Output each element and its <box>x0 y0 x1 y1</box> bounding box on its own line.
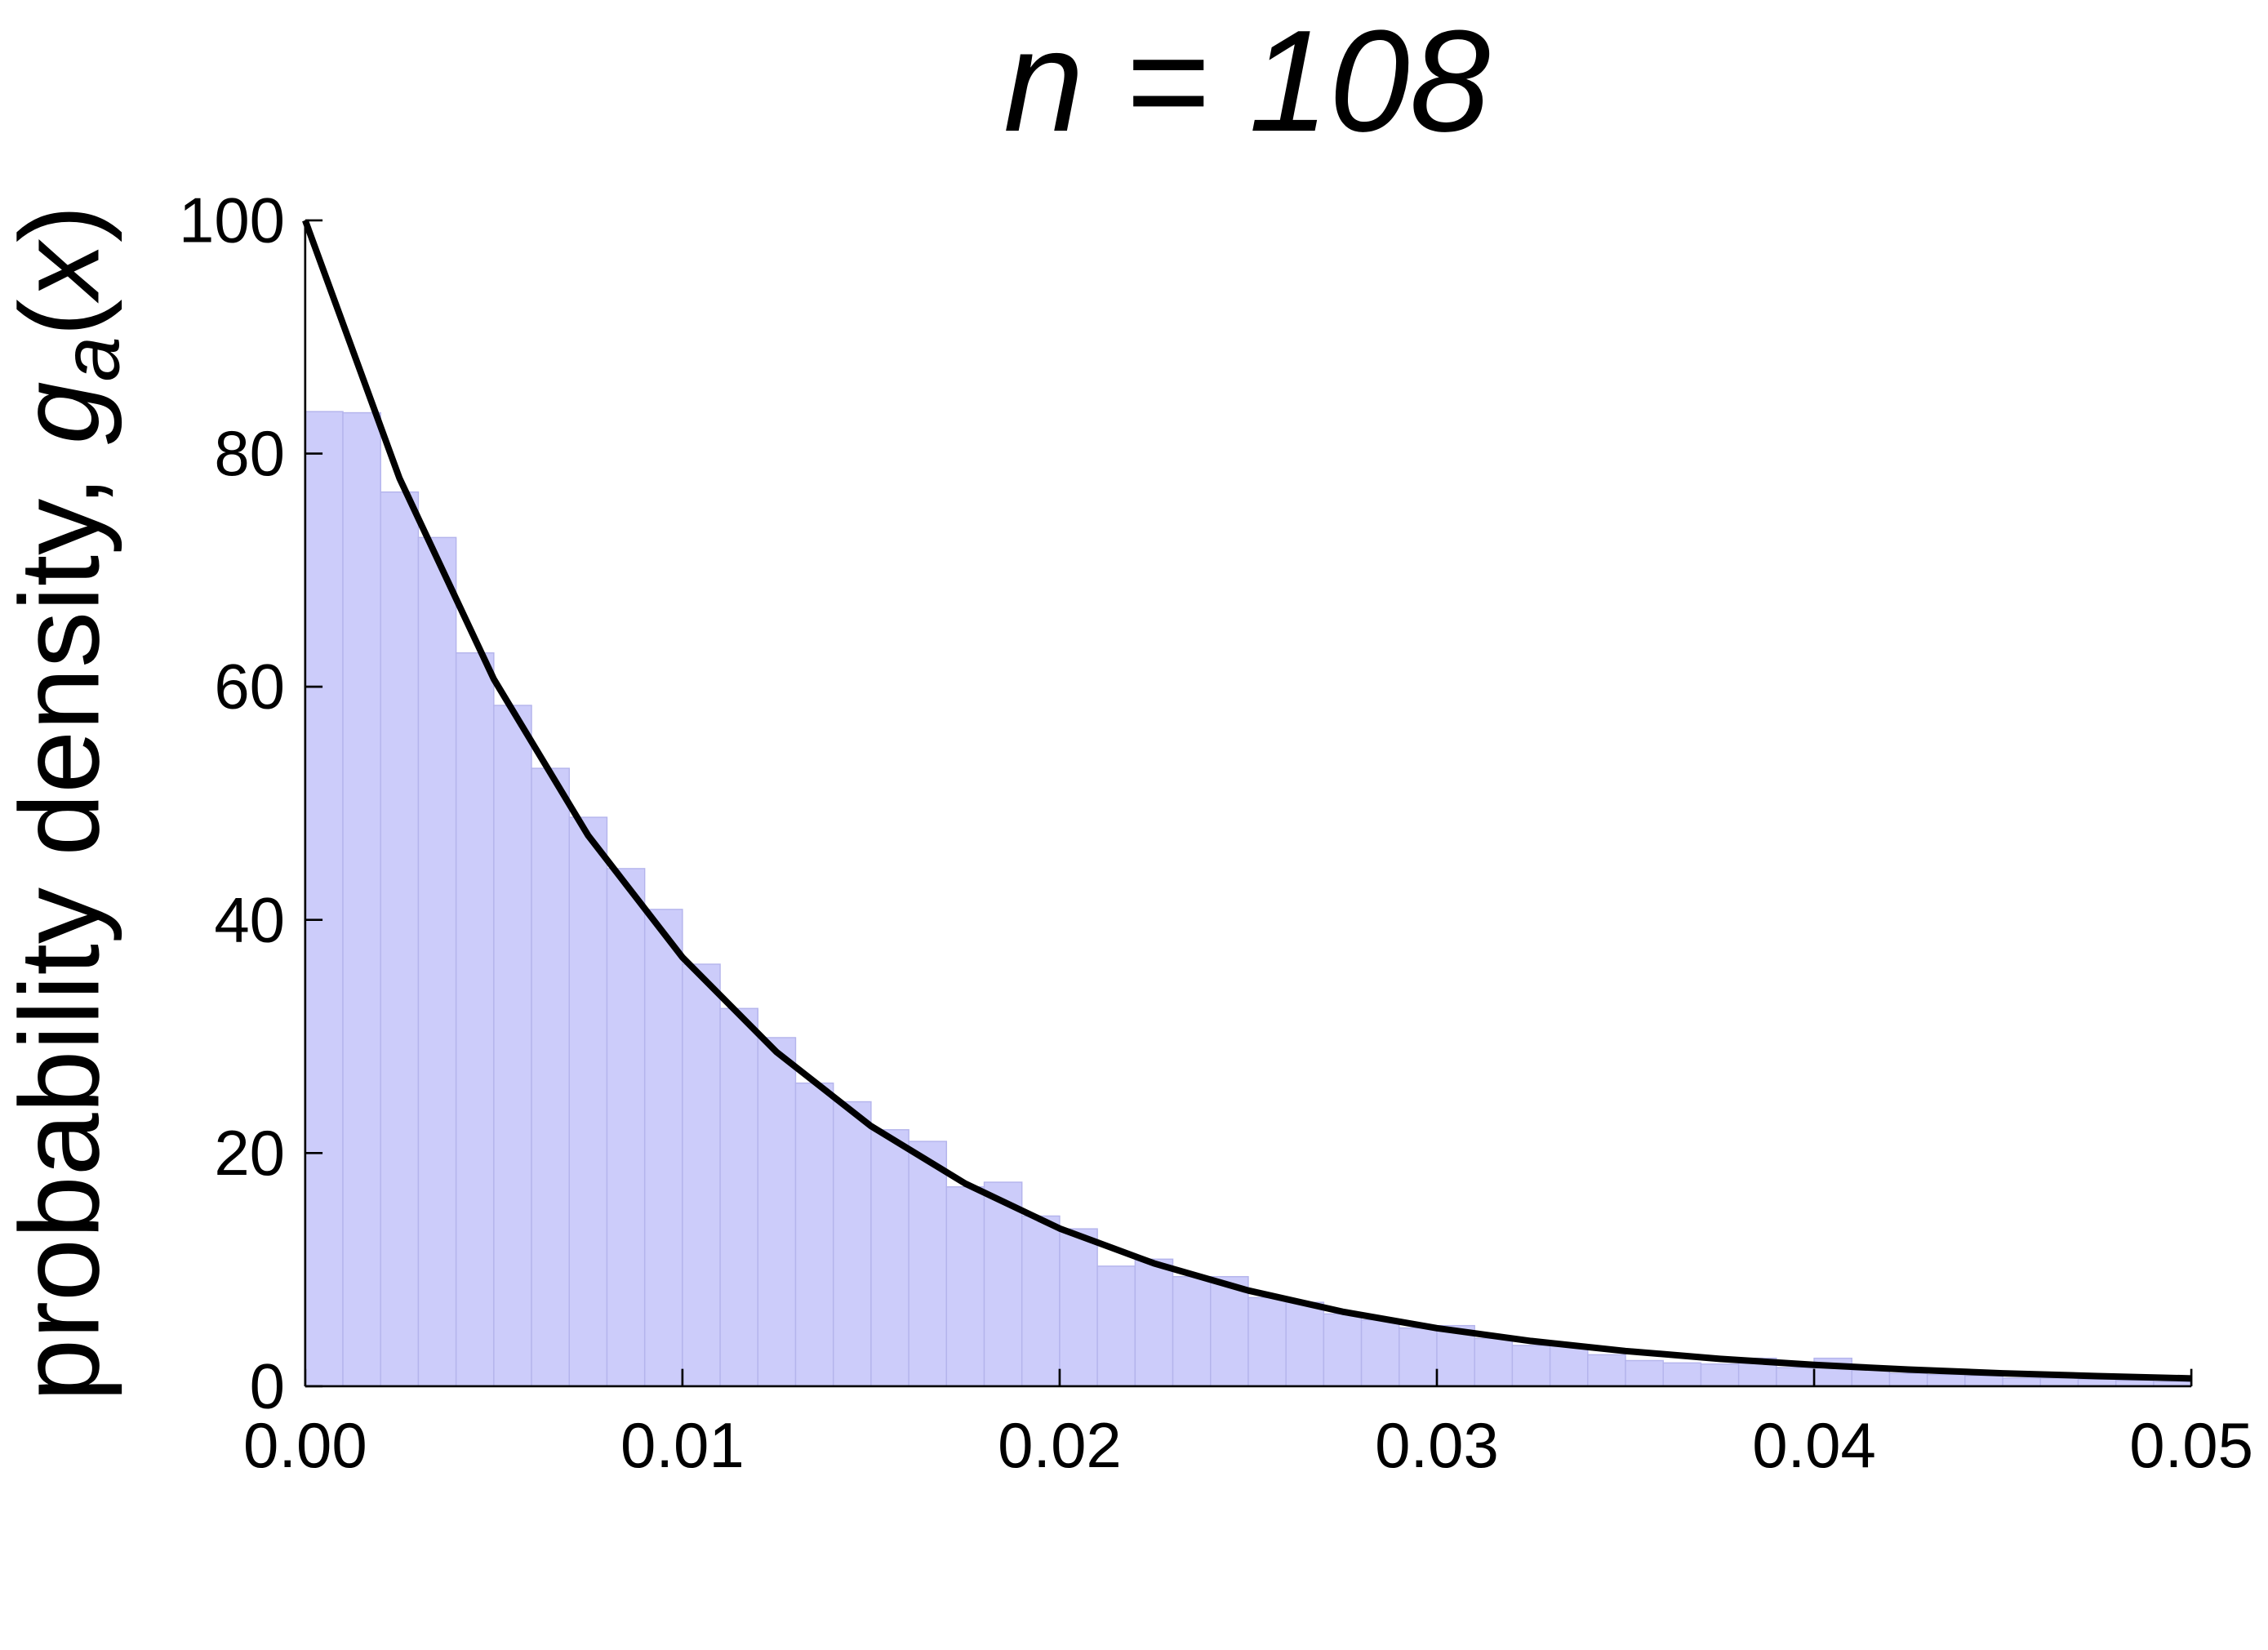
bar <box>870 1129 909 1387</box>
bar <box>1247 1296 1287 1387</box>
bar <box>1021 1215 1061 1387</box>
bar <box>1964 1375 2003 1387</box>
bar <box>1399 1327 1438 1387</box>
bar <box>983 1181 1023 1387</box>
y-axis-label-part: ( <box>0 299 122 336</box>
bar <box>1323 1313 1363 1387</box>
y-tick-label: 20 <box>214 1117 285 1189</box>
bar <box>794 1082 834 1387</box>
x-tick-label: 0.01 <box>620 1409 745 1481</box>
bar <box>493 705 532 1387</box>
bar <box>1926 1373 1966 1387</box>
bar <box>606 868 646 1387</box>
bar <box>342 411 381 1387</box>
bar <box>417 536 457 1387</box>
bar <box>1549 1345 1589 1387</box>
bar <box>1587 1354 1626 1387</box>
y-axis-label: probability density, ga(x) <box>0 205 136 1402</box>
y-tick-label: 80 <box>214 417 285 489</box>
bar <box>305 411 344 1387</box>
chart-title: n = 108 <box>1003 0 1490 162</box>
x-tick-label: 0.02 <box>998 1409 1122 1481</box>
bar <box>1059 1228 1098 1387</box>
bar <box>945 1186 985 1387</box>
x-tick-label: 0.04 <box>1752 1409 1876 1481</box>
bar <box>455 652 495 1387</box>
y-tick-label: 60 <box>214 651 285 723</box>
bar <box>1285 1301 1325 1387</box>
bar <box>643 909 683 1387</box>
y-axis-label-part: x <box>0 238 122 304</box>
density-curve <box>302 219 2192 1382</box>
y-tick-label: 0 <box>250 1350 285 1421</box>
bar <box>1172 1275 1212 1387</box>
bar <box>380 491 420 1387</box>
bar <box>1625 1359 1664 1387</box>
y-axis-label-part: ) <box>0 205 122 242</box>
bar <box>1662 1362 1702 1387</box>
x-tick-label: 0.00 <box>243 1409 367 1481</box>
bar <box>1210 1275 1249 1387</box>
x-tick-label: 0.03 <box>1375 1409 1499 1481</box>
bar <box>1096 1265 1136 1387</box>
bar <box>1511 1345 1551 1387</box>
bar <box>757 1037 797 1387</box>
y-tick-label: 40 <box>214 883 285 955</box>
bar <box>1360 1319 1400 1387</box>
y-axis-label-part: g <box>0 381 122 444</box>
bar <box>832 1101 872 1387</box>
bar <box>531 767 570 1387</box>
bar <box>1474 1337 1514 1387</box>
bar <box>2002 1377 2041 1387</box>
y-tick-label: 100 <box>179 185 285 256</box>
y-axis-label-part: a <box>46 336 136 381</box>
bar <box>1888 1372 1928 1387</box>
bar <box>1700 1363 1740 1387</box>
bar <box>1776 1367 1815 1387</box>
y-axis-label-part: probability density, <box>0 444 122 1402</box>
bar <box>908 1141 948 1387</box>
bar <box>719 1007 759 1387</box>
x-tick-label: 0.05 <box>2129 1409 2253 1481</box>
bar <box>568 816 608 1387</box>
bar <box>1134 1258 1174 1387</box>
bar <box>2039 1377 2079 1387</box>
bar <box>1851 1369 1891 1387</box>
bar <box>682 963 721 1387</box>
